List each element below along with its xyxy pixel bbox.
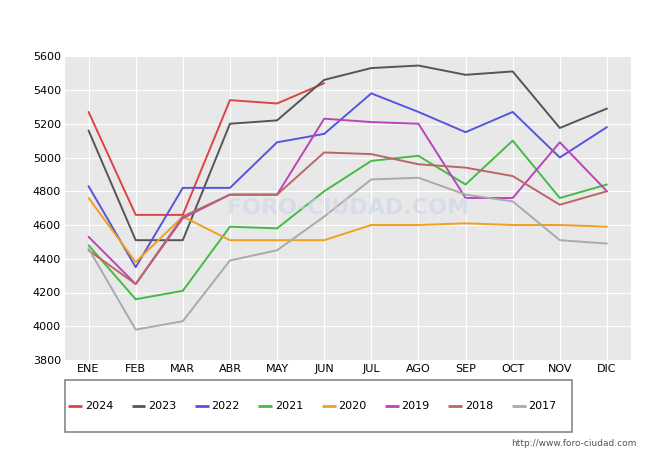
Text: Afiliados en San Martín de la Vega a 31/5/2024: Afiliados en San Martín de la Vega a 31/… (137, 16, 513, 32)
Text: 2019: 2019 (402, 401, 430, 411)
Text: 2022: 2022 (211, 401, 240, 411)
Text: 2024: 2024 (84, 401, 113, 411)
Text: 2020: 2020 (338, 401, 367, 411)
Text: 2021: 2021 (275, 401, 303, 411)
Text: 2017: 2017 (528, 401, 556, 411)
FancyBboxPatch shape (65, 380, 572, 432)
Text: 2018: 2018 (465, 401, 493, 411)
Text: 2023: 2023 (148, 401, 176, 411)
Text: FORO-CIUDAD.COM: FORO-CIUDAD.COM (227, 198, 469, 218)
Text: http://www.foro-ciudad.com: http://www.foro-ciudad.com (512, 439, 637, 448)
